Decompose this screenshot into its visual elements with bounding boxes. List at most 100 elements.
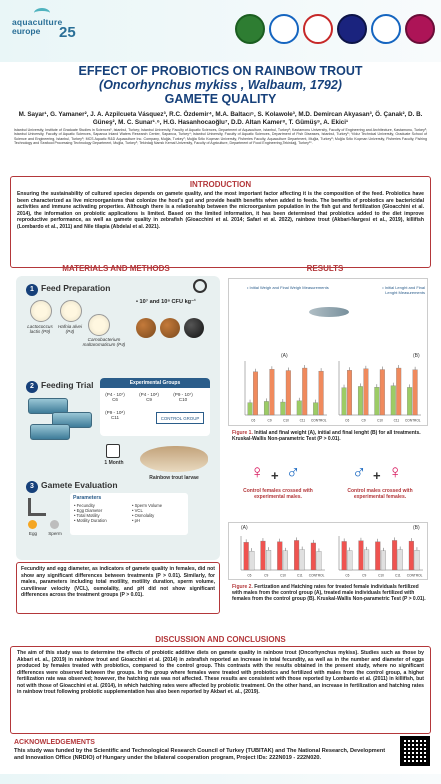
chart-fertilization-b: C6 C9 C10 C11 CONTROL bbox=[338, 536, 423, 578]
chart-tick-label: C6 bbox=[247, 574, 251, 578]
group-cell: (P9 - 10⁸) C11 bbox=[105, 410, 125, 421]
university-seal-icon bbox=[269, 14, 299, 44]
chart-tick-label: C6 bbox=[345, 419, 349, 423]
chart-bar bbox=[280, 401, 286, 416]
bacteria-label: Carnobacterium maltaromaticum (P4) bbox=[82, 337, 126, 348]
legend-a: • Initial Weigh and Final Weigh Measurem… bbox=[247, 285, 329, 290]
chart-tick-label: C11 bbox=[395, 574, 401, 578]
parameters-box: Parameters • Fecundity • Egg Diameter • … bbox=[70, 493, 188, 535]
step-feed-preparation: 1 Feed Preparation bbox=[26, 283, 110, 296]
chart-bar bbox=[316, 551, 322, 571]
cross-label: Control females crossed with experimenta… bbox=[243, 488, 313, 500]
chart-bar bbox=[269, 369, 275, 416]
chart-bar bbox=[243, 542, 249, 571]
chart-bar bbox=[341, 541, 347, 571]
feed-pellet-icon bbox=[160, 318, 180, 338]
author-list: M. Sayar¹, G. Yamaner², J. A. Azpilcueta… bbox=[18, 111, 423, 126]
chart-bar bbox=[310, 542, 316, 571]
university-seal-icon bbox=[371, 14, 401, 44]
qr-code-icon[interactable] bbox=[400, 736, 430, 766]
sperm-icon bbox=[50, 520, 59, 529]
figure1-caption: Figure 1. Initial and final weight (A), … bbox=[232, 430, 428, 442]
chart-bar bbox=[363, 368, 369, 416]
university-seal-icon bbox=[337, 14, 367, 44]
figure-label: Figure 2. bbox=[232, 584, 253, 590]
chart-bar bbox=[253, 371, 258, 416]
cfu-dose: • 10⁷ and 10⁸ CFU kg⁻¹ bbox=[136, 299, 196, 305]
chart-bar bbox=[318, 370, 324, 416]
chart-tick-label: C10 bbox=[378, 574, 384, 578]
chart-tick-label: CONTROL bbox=[311, 419, 327, 423]
bacteria-label: Lactococcus lactis (P9) bbox=[27, 324, 53, 335]
logo-number: 25 bbox=[59, 24, 76, 41]
chart-bar bbox=[380, 550, 386, 571]
chart-tick-label: C6 bbox=[251, 419, 255, 423]
chart-tick-label: CONTROL bbox=[309, 574, 325, 578]
egg-label: Egg bbox=[28, 531, 38, 536]
title-line3: GAMETE QUALITY bbox=[164, 92, 277, 106]
introduction-box: INTRODUCTION Ensuring the sustainability… bbox=[10, 176, 431, 268]
methods-heading: MATERIALS AND METHODS bbox=[62, 264, 170, 273]
chart-tick-label: CONTROL bbox=[405, 419, 421, 423]
step-feeding-trial: 2 Feeding Trial bbox=[26, 380, 93, 393]
microscope-icon bbox=[28, 498, 46, 516]
results-heading: RESULTS bbox=[306, 264, 344, 273]
step-number: 2 bbox=[26, 381, 38, 393]
chart-bar bbox=[247, 402, 253, 416]
figure1-box: • Initial Weigh and Final Weigh Measurem… bbox=[228, 278, 428, 426]
male-symbol-icon: ♂ bbox=[352, 462, 367, 483]
affiliations: Istanbul University, Institute of Gradua… bbox=[14, 128, 427, 146]
chart-tick-label: CONTROL bbox=[407, 574, 423, 578]
university-seal-icon bbox=[405, 14, 435, 44]
chart-tick-label: C9 bbox=[268, 419, 272, 423]
param-item: • Motility Duration bbox=[74, 518, 107, 523]
header-band bbox=[0, 0, 441, 62]
step-title: Feeding Trial bbox=[41, 380, 94, 390]
chart-bar bbox=[282, 550, 288, 571]
chart-bar bbox=[397, 549, 403, 571]
wave-icon bbox=[34, 8, 50, 18]
female-symbol-icon: ♀ bbox=[250, 462, 265, 483]
step-number: 1 bbox=[26, 284, 38, 296]
step-title: Gamete Evaluation bbox=[41, 480, 118, 490]
params-title: Parameters bbox=[73, 495, 102, 501]
egg-icon bbox=[28, 520, 37, 529]
university-seal-icon bbox=[303, 14, 333, 44]
introduction-heading: INTRODUCTION bbox=[189, 180, 252, 189]
institution-seals bbox=[235, 14, 435, 44]
fish-caption: Rainbow trout larvae bbox=[149, 475, 199, 481]
params-right: • Sperm Volume • VCL • Osmolality • pH bbox=[132, 503, 162, 523]
chart-bar bbox=[364, 549, 370, 571]
discussion-box: The aim of this study was to determine t… bbox=[10, 646, 431, 734]
chart-bar bbox=[407, 387, 413, 416]
chart-bar bbox=[379, 369, 385, 416]
bacteria-label: Hafnia alvei (P4) bbox=[57, 324, 82, 335]
param-item: • Sperm Volume bbox=[132, 503, 163, 508]
chart-bar bbox=[294, 540, 300, 571]
chart-bar bbox=[299, 549, 305, 571]
chart-tick-label: C10 bbox=[280, 574, 286, 578]
chart-bar bbox=[285, 370, 291, 416]
chart-bar bbox=[396, 367, 402, 416]
plus-icon: + bbox=[271, 468, 279, 483]
chart-tick-label: C11 bbox=[394, 419, 400, 423]
panel-label: (A) bbox=[241, 525, 248, 531]
step-gamete-evaluation: 3 Gamete Evaluation bbox=[26, 480, 118, 493]
chart-bar bbox=[263, 401, 269, 416]
chart-bar bbox=[266, 550, 272, 571]
step-title: Feed Preparation bbox=[41, 283, 111, 293]
university-seal-icon bbox=[235, 14, 265, 44]
aquaculture-europe-logo: aquaculture europe 25 bbox=[12, 8, 82, 52]
chart-weight: C6 C9 C10 C11 CONTROL bbox=[244, 361, 327, 423]
param-item: • VCL bbox=[132, 508, 143, 513]
logo-line1: aquaculture bbox=[12, 17, 63, 27]
figure-label: Figure 1. bbox=[232, 430, 253, 436]
control-group: CONTROL GROUP bbox=[156, 412, 204, 424]
chart-bar bbox=[302, 367, 308, 416]
chart-bar bbox=[414, 550, 420, 571]
figure-text: Fertization and Hatching rates for treat… bbox=[232, 584, 426, 603]
poster-title: EFFECT OF PROBIOTICS ON RAINBOW TROUT (O… bbox=[0, 64, 441, 106]
chart-bar bbox=[260, 540, 266, 571]
figure-text: Initial and final weight (A), initial an… bbox=[232, 430, 421, 443]
chart-tick-label: C10 bbox=[283, 419, 289, 423]
